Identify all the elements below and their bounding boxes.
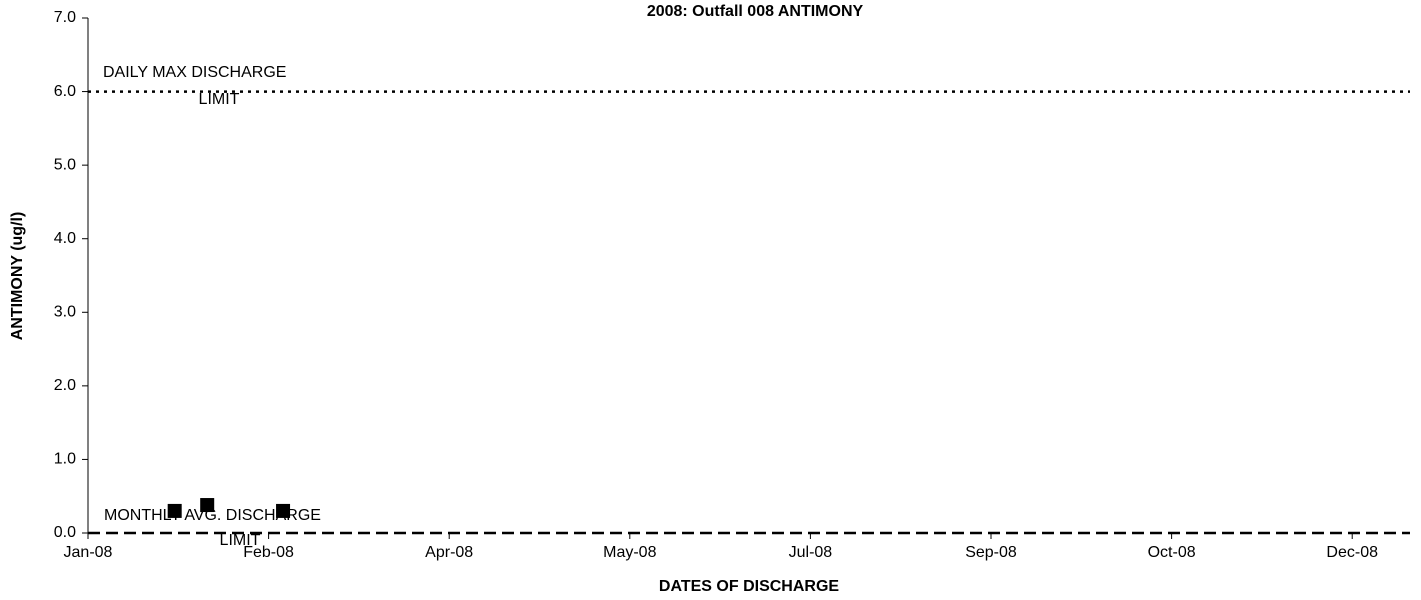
y-tick-label: 4.0 <box>54 230 76 247</box>
x-tick-label: Apr-08 <box>425 544 473 561</box>
x-tick-label: Jul-08 <box>789 544 833 561</box>
x-tick-label: Sep-08 <box>965 544 1017 561</box>
x-tick-label: Feb-08 <box>243 544 294 561</box>
x-tick-label: May-08 <box>603 544 656 561</box>
x-tick-label: Jan-08 <box>64 544 113 561</box>
y-tick-label: 6.0 <box>54 83 76 100</box>
data-point <box>200 498 215 513</box>
y-tick-label: 7.0 <box>54 9 76 26</box>
x-axis-title: DATES OF DISCHARGE <box>659 578 839 595</box>
y-tick-label: 3.0 <box>54 304 76 321</box>
reference-label: DAILY MAX DISCHARGE <box>103 64 286 81</box>
y-tick-label: 0.0 <box>54 524 76 541</box>
data-point <box>276 503 291 518</box>
x-tick-label: Dec-08 <box>1326 544 1378 561</box>
x-tick-label: Oct-08 <box>1148 544 1196 561</box>
y-tick-label: 1.0 <box>54 451 76 468</box>
reference-label: LIMIT <box>220 532 261 549</box>
data-point <box>167 503 182 518</box>
reference-label: MONTHLY AVG. DISCHARGE <box>104 507 321 524</box>
y-tick-label: 2.0 <box>54 377 76 394</box>
y-axis-title: ANTIMONY (ug/l) <box>9 212 26 341</box>
chart-title: 2008: Outfall 008 ANTIMONY <box>647 3 864 20</box>
y-tick-label: 5.0 <box>54 156 76 173</box>
reference-label: LIMIT <box>199 91 240 108</box>
